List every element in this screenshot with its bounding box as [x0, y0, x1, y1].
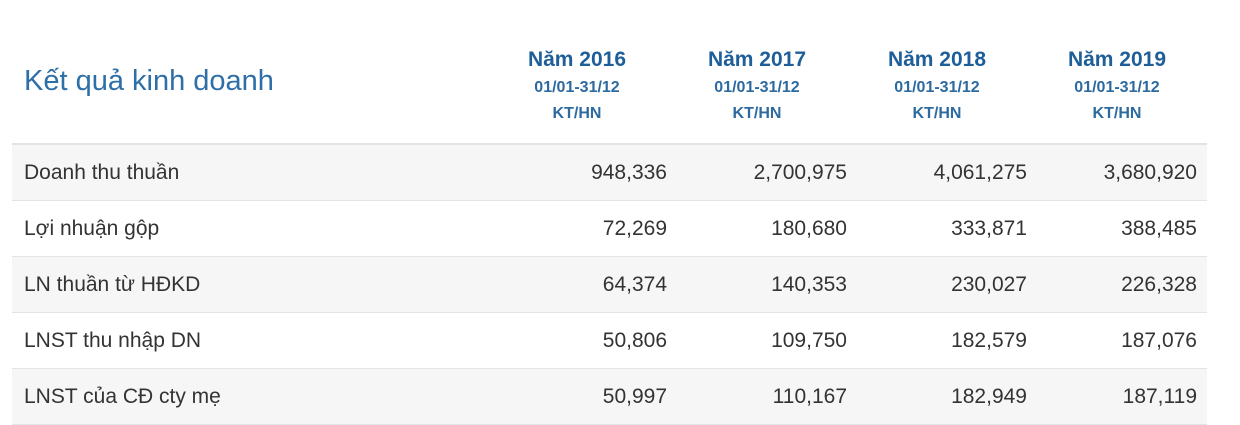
period-header-2018[interactable]: Năm 2018 01/01-31/12 KT/HN	[847, 28, 1027, 145]
period-year: Năm 2018	[887, 47, 987, 71]
value-cell: 110,167	[667, 368, 847, 425]
value-cell: 948,336	[487, 144, 667, 201]
value-cell: 2,700,975	[667, 144, 847, 201]
value-cell: 226,328	[1027, 256, 1207, 313]
row-label[interactable]: LNST của CĐ cty mẹ	[12, 368, 487, 425]
table-row-lnst-cua-cd-cty-me: LNST của CĐ cty mẹ 50,997 110,167 182,94…	[12, 368, 1207, 425]
table-row-doanh-thu-thuan: Doanh thu thuần 948,336 2,700,975 4,061,…	[12, 144, 1207, 201]
period-range: 01/01-31/12	[534, 78, 620, 96]
business-results-table: Kết quả kinh doanh Năm 2016 01/01-31/12 …	[12, 28, 1207, 425]
value-cell: 230,027	[847, 256, 1027, 313]
value-cell: 180,680	[667, 200, 847, 257]
period-header-2017[interactable]: Năm 2017 01/01-31/12 KT/HN	[667, 28, 847, 145]
value-cell: 187,119	[1027, 368, 1207, 425]
section-title: Kết quả kinh doanh	[12, 28, 487, 145]
value-cell: 187,076	[1027, 312, 1207, 369]
period-type: KT/HN	[552, 104, 602, 122]
period-year: Năm 2019	[1067, 47, 1167, 71]
value-cell: 109,750	[667, 312, 847, 369]
period-year: Năm 2017	[707, 47, 807, 71]
table-row-ln-thuan-tu-hdkd: LN thuần từ HĐKD 64,374 140,353 230,027 …	[12, 256, 1207, 313]
table-header-row: Kết quả kinh doanh Năm 2016 01/01-31/12 …	[12, 28, 1207, 145]
value-cell: 182,949	[847, 368, 1027, 425]
period-type: KT/HN	[1092, 104, 1142, 122]
value-cell: 64,374	[487, 256, 667, 313]
value-cell: 388,485	[1027, 200, 1207, 257]
table-row-lnst-thu-nhap-dn: LNST thu nhập DN 50,806 109,750 182,579 …	[12, 312, 1207, 369]
value-cell: 50,806	[487, 312, 667, 369]
period-header-2019[interactable]: Năm 2019 01/01-31/12 KT/HN	[1027, 28, 1207, 145]
period-header-2016[interactable]: Năm 2016 01/01-31/12 KT/HN	[487, 28, 667, 145]
value-cell: 3,680,920	[1027, 144, 1207, 201]
period-range: 01/01-31/12	[894, 78, 980, 96]
period-range: 01/01-31/12	[1074, 78, 1160, 96]
period-type: KT/HN	[732, 104, 782, 122]
value-cell: 333,871	[847, 200, 1027, 257]
row-label[interactable]: LNST thu nhập DN	[12, 312, 487, 369]
period-range: 01/01-31/12	[714, 78, 800, 96]
value-cell: 4,061,275	[847, 144, 1027, 201]
value-cell: 182,579	[847, 312, 1027, 369]
value-cell: 50,997	[487, 368, 667, 425]
period-year: Năm 2016	[527, 47, 627, 71]
row-label[interactable]: LN thuần từ HĐKD	[12, 256, 487, 313]
value-cell: 140,353	[667, 256, 847, 313]
period-type: KT/HN	[912, 104, 962, 122]
row-label[interactable]: Lợi nhuận gộp	[12, 200, 487, 257]
value-cell: 72,269	[487, 200, 667, 257]
row-label[interactable]: Doanh thu thuần	[12, 144, 487, 201]
table-row-loi-nhuan-gop: Lợi nhuận gộp 72,269 180,680 333,871 388…	[12, 200, 1207, 257]
